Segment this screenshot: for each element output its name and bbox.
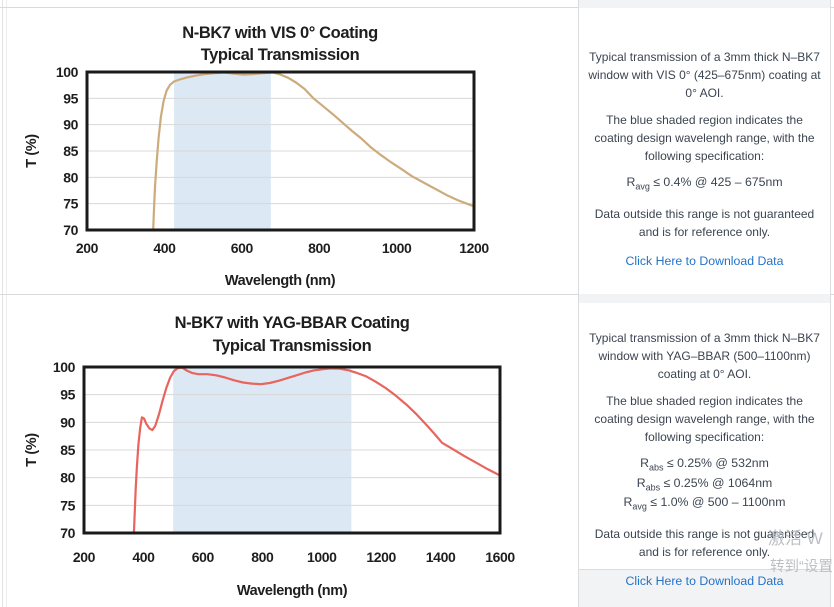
page-left-border — [2, 0, 3, 607]
y-axis-title: T (%) — [24, 134, 40, 168]
y-tick-label: 70 — [63, 222, 78, 238]
y-tick-label: 85 — [60, 442, 75, 458]
chart-title: N-BK7 with YAG-BBAR Coating — [175, 314, 410, 332]
x-tick-label: 800 — [251, 549, 274, 565]
description-column: Typical transmission of a 3mm thick N–BK… — [579, 0, 830, 607]
y-tick-label: 80 — [63, 169, 78, 185]
watermark-line: 转到“设置 — [770, 559, 833, 575]
yag-bbar-description-card: Typical transmission of a 3mm thick N–BK… — [579, 303, 830, 588]
y-tick-label: 70 — [60, 525, 75, 541]
y-tick-label: 80 — [60, 470, 75, 486]
column-divider — [578, 0, 579, 607]
y-tick-label: 100 — [56, 64, 79, 80]
watermark-line: 激活 W — [768, 529, 823, 548]
content-left-border — [6, 0, 7, 607]
panel-band-note: The blue shaded region indicates the coa… — [594, 394, 815, 444]
x-tick-label: 600 — [192, 549, 215, 565]
coating-specs: Rabs ≤ 0.25% @ 532nm Rabs ≤ 0.25% @ 1064… — [587, 455, 822, 514]
vis-coating-description-card: Typical transmission of a 3mm thick N–BK… — [579, 8, 830, 294]
y-tick-label: 90 — [60, 414, 75, 430]
y-tick-label: 90 — [63, 117, 78, 133]
chart-title: N-BK7 with VIS 0° Coating — [182, 24, 378, 42]
right-border — [830, 0, 831, 607]
y-axis-title: T (%) — [24, 433, 40, 467]
x-tick-label: 1000 — [307, 549, 337, 565]
panel-description: Typical transmission of a 3mm thick N–BK… — [588, 50, 821, 100]
panel-disclaimer: Data outside this range is not guarantee… — [594, 526, 815, 559]
panel-band-note: The blue shaded region indicates the coa… — [594, 113, 815, 163]
x-tick-label: 400 — [153, 240, 176, 256]
x-tick-label: 1400 — [426, 549, 456, 565]
y-tick-label: 100 — [53, 359, 76, 375]
windows-activation-watermark: 激活 W 转到“设置 — [768, 524, 834, 576]
spec-line: Ravg ≤ 0.4% @ 425 – 675nm — [626, 175, 783, 192]
x-axis-title: Wavelength (nm) — [237, 583, 348, 599]
download-data-link[interactable]: Click Here to Download Data — [625, 573, 784, 588]
spec-line: Ravg ≤ 1.0% @ 500 – 1100nm — [623, 495, 786, 512]
panel-description: Typical transmission of a 3mm thick N–BK… — [589, 331, 820, 381]
x-tick-label: 600 — [231, 240, 254, 256]
transmission-curve — [132, 366, 502, 535]
x-tick-label: 800 — [308, 240, 331, 256]
chart-subtitle: Typical Transmission — [213, 337, 372, 355]
plot-area: 200 400 600 800 1000 1200 70 75 80 85 90 95 100 — [56, 64, 490, 256]
yag-bbar-coating-transmission-chart: N-BK7 with YAG-BBAR Coating Typical Tran… — [24, 314, 516, 599]
coating-specs: Ravg ≤ 0.4% @ 425 – 675nm — [587, 174, 822, 194]
plot-area: 200 400 600 800 1000 1200 1400 1600 70 75 80 85 90 95… — [53, 359, 516, 565]
x-tick-label: 1200 — [366, 549, 396, 565]
x-axis-title: Wavelength (nm) — [225, 273, 336, 289]
y-tick-label: 95 — [60, 387, 75, 403]
spec-line: Rabs ≤ 0.25% @ 1064nm — [636, 475, 773, 492]
top-divider — [0, 7, 834, 8]
x-tick-label: 1000 — [382, 240, 412, 256]
chart-subtitle: Typical Transmission — [201, 46, 360, 64]
y-tick-label: 85 — [63, 143, 78, 159]
x-tick-label: 200 — [73, 549, 96, 565]
row-divider — [0, 294, 834, 295]
plot-border — [85, 70, 476, 232]
transmission-curve — [152, 71, 476, 232]
y-tick-label: 75 — [63, 196, 78, 212]
download-data-link[interactable]: Click Here to Download Data — [625, 253, 784, 268]
panel-disclaimer: Data outside this range is not guarantee… — [594, 206, 815, 239]
y-tick-label: 95 — [63, 90, 78, 106]
plot-border — [82, 365, 502, 535]
vis-coating-transmission-chart: N-BK7 with VIS 0° Coating Typical Transm… — [24, 24, 490, 289]
x-tick-label: 200 — [76, 240, 99, 256]
x-tick-label: 400 — [132, 549, 155, 565]
x-tick-label: 1200 — [459, 240, 489, 256]
x-tick-label: 1600 — [485, 549, 515, 565]
spec-line: Rabs ≤ 0.25% @ 532nm — [640, 456, 769, 473]
y-tick-label: 75 — [60, 497, 75, 513]
